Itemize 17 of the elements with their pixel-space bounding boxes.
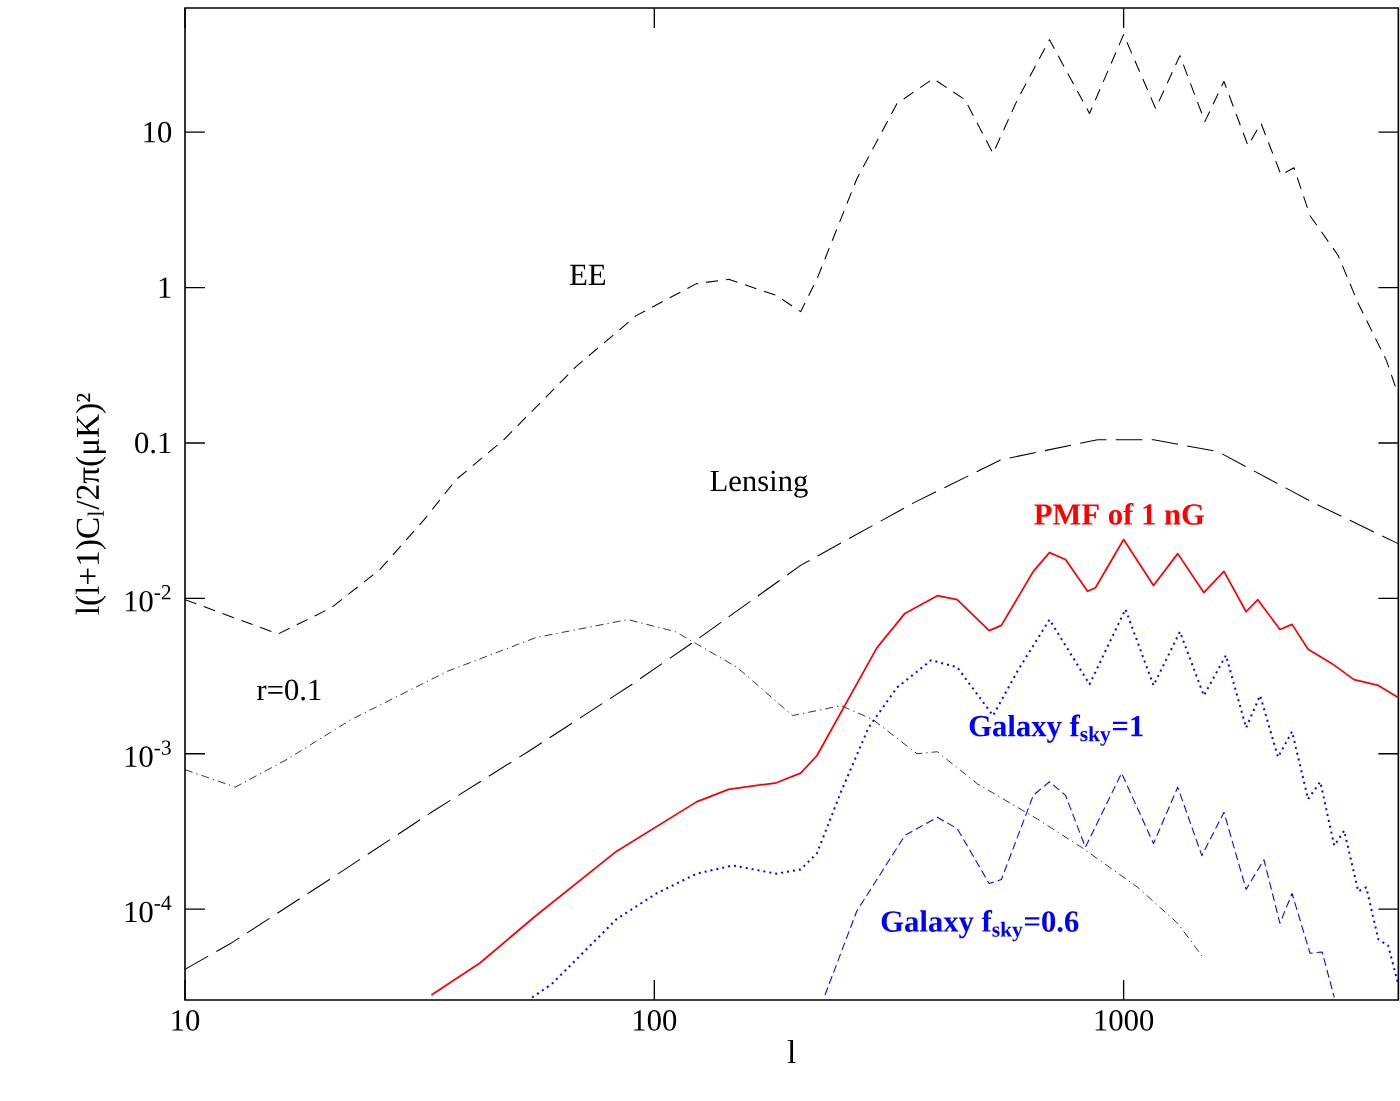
x-tick-label: 1000 [1095,1010,1154,1031]
x-tick-label: 10 [172,1010,200,1031]
series-label: PMF of 1 nG [1034,502,1205,525]
series-label: Galaxy f$_{sky}$=1 [969,714,1143,746]
y-tick-label: 0.1 [135,432,171,454]
x-axis-title: l [787,1039,796,1064]
y-tick-label: 10 [144,121,172,143]
y-tick-label: 10$^{-3}$ [125,740,171,767]
series-label: r=0.1 [257,679,321,701]
series-label: EE [569,264,606,285]
series-label: Galaxy f$_{sky}$=0.6 [881,910,1079,942]
x-tick-label: 100 [634,1010,677,1031]
series-label: Lensing [710,470,808,498]
y-tick-label: 1 [159,277,171,298]
y-tick-label: 10$^{-2}$ [125,585,171,612]
y-axis-title: l(l+1)C$_{l}$/2π(μK)² [75,393,106,615]
y-tick-label: 10$^{-4}$ [125,895,172,923]
